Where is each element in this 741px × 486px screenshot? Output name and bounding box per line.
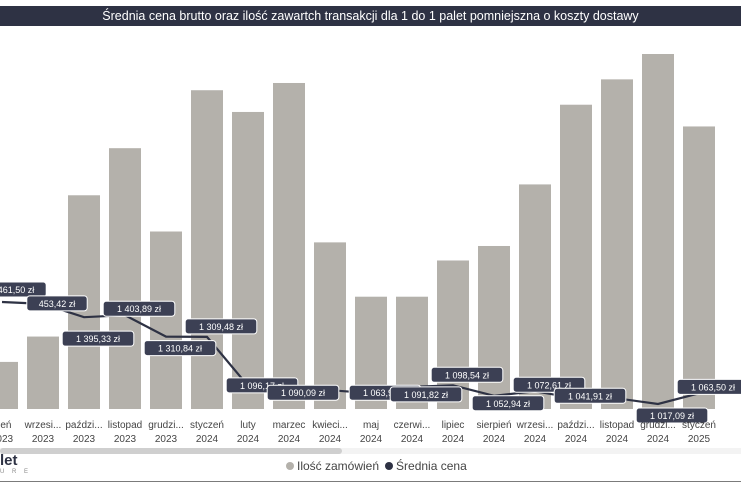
x-tick-year: 2024: [565, 434, 588, 445]
x-tick-label: grudzi...: [640, 420, 676, 431]
price-data-label: 1 052,94 zł: [471, 395, 545, 412]
x-tick-label: styczeń: [682, 420, 716, 431]
legend-label-price: Średnia cena: [396, 459, 467, 473]
svg-text:1 052,94 zł: 1 052,94 zł: [486, 399, 530, 409]
bar: [314, 242, 346, 409]
legend-marker-price: [385, 462, 394, 470]
x-tick-label: maj: [363, 420, 379, 431]
bar: [642, 54, 674, 409]
price-data-label: 453,42 zł: [26, 295, 88, 312]
price-data-label: 1 403,89 zł: [102, 300, 176, 317]
x-tick-label: wrzesi...: [516, 420, 554, 431]
legend-item-orders[interactable]: Ilość zamówień: [286, 459, 379, 473]
x-tick-year: 2024: [524, 434, 547, 445]
x-tick-year: 2024: [319, 434, 342, 445]
x-tick-label: sierpień: [476, 420, 511, 431]
x-tick-label: styczeń: [190, 420, 224, 431]
legend-marker-orders: [286, 462, 294, 470]
bar: [232, 111, 264, 410]
bar: [191, 90, 223, 409]
bar: [683, 126, 715, 410]
price-data-label: 1 395,33 zł: [61, 330, 135, 347]
x-tick-label: wrzesi...: [24, 420, 62, 431]
x-tick-label: luty: [240, 420, 256, 431]
bar: [109, 148, 141, 410]
bar: [560, 104, 592, 409]
svg-text:1 395,33 zł: 1 395,33 zł: [76, 334, 120, 344]
price-data-label: 1 063,50 zł: [676, 378, 741, 395]
price-data-label: 1 098,54 zł: [430, 366, 504, 383]
x-tick-year: 2024: [606, 434, 629, 445]
price-data-label: 1 041,91 zł: [553, 387, 627, 404]
svg-text:1 063,99 zł: 1 063,99 zł: [363, 388, 407, 398]
x-tick-year: 2023: [73, 434, 96, 445]
svg-text:1 041,91 zł: 1 041,91 zł: [568, 391, 612, 401]
x-tick-label: pień: [0, 420, 11, 431]
brand-logo: let: [0, 452, 18, 469]
x-tick-label: marzec: [273, 420, 306, 431]
svg-text:1 403,89 zł: 1 403,89 zł: [117, 304, 161, 314]
x-tick-year: 2023: [155, 434, 178, 445]
price-data-label: 1 310,84 zł: [143, 340, 217, 357]
svg-text:453,42 zł: 453,42 zł: [39, 299, 76, 309]
scrollbar-thumb[interactable]: [0, 448, 342, 454]
x-tick-label: czerwi...: [394, 420, 431, 431]
svg-text:1 063,50 zł: 1 063,50 zł: [691, 382, 735, 392]
x-tick-label: lipiec: [442, 420, 465, 431]
x-tick-year: 2023: [114, 434, 137, 445]
x-tick-label: listopad: [600, 420, 634, 431]
svg-text:1 072,61 zł: 1 072,61 zł: [527, 380, 571, 390]
x-tick-label: kwieci...: [312, 420, 348, 431]
bottom-divider: [0, 481, 741, 482]
svg-text:1 096,17 zł: 1 096,17 zł: [240, 381, 284, 391]
legend-item-price[interactable]: Średnia cena: [385, 459, 467, 473]
x-tick-year: 2024: [483, 434, 506, 445]
price-data-label: 461,50 zł: [0, 281, 47, 298]
brand-logo-subtitle: U R E: [0, 469, 32, 475]
x-tick-label: paździ...: [557, 420, 594, 431]
svg-text:1 017,09 zł: 1 017,09 zł: [650, 411, 694, 421]
svg-text:1 309,48 zł: 1 309,48 zł: [199, 322, 243, 332]
x-tick-year: 2024: [647, 434, 670, 445]
x-tick-year: 2024: [278, 434, 301, 445]
bar: [601, 79, 633, 409]
bar: [519, 184, 551, 409]
price-data-label: 1 309,48 zł: [184, 318, 258, 335]
x-tick-label: paździ...: [65, 420, 102, 431]
bar: [0, 361, 18, 409]
x-tick-year: 2023: [32, 434, 55, 445]
x-tick-year: 2024: [237, 434, 260, 445]
x-tick-year: 2024: [196, 434, 219, 445]
svg-text:1 091,82 zł: 1 091,82 zł: [404, 390, 448, 400]
price-data-label: 1 090,09 zł: [266, 384, 340, 401]
chart-title: Średnia cena brutto oraz ilość zawartch …: [0, 6, 741, 26]
price-data-label: 1 091,82 zł: [389, 386, 463, 403]
x-tick-label: listopad: [108, 420, 142, 431]
price-data-label: 1 017,09 zł: [635, 407, 709, 424]
bar: [27, 336, 59, 409]
scrollbar-track[interactable]: [0, 448, 741, 454]
x-tick-year: 2023: [0, 434, 14, 445]
svg-text:1 098,54 zł: 1 098,54 zł: [445, 370, 489, 380]
x-tick-year: 2024: [442, 434, 465, 445]
x-tick-year: 2024: [401, 434, 424, 445]
x-tick-year: 2025: [688, 434, 711, 445]
legend: Ilość zamówień Średnia cena: [286, 458, 473, 474]
bar: [478, 245, 510, 409]
svg-text:1 090,09 zł: 1 090,09 zł: [281, 388, 325, 398]
x-tick-label: grudzi...: [148, 420, 184, 431]
x-tick-year: 2024: [360, 434, 383, 445]
svg-text:1 310,84 zł: 1 310,84 zł: [158, 344, 202, 354]
bar: [273, 82, 305, 410]
bar: [150, 231, 182, 409]
legend-label-orders: Ilość zamówień: [297, 459, 380, 473]
svg-text:461,50 zł: 461,50 zł: [0, 285, 34, 295]
